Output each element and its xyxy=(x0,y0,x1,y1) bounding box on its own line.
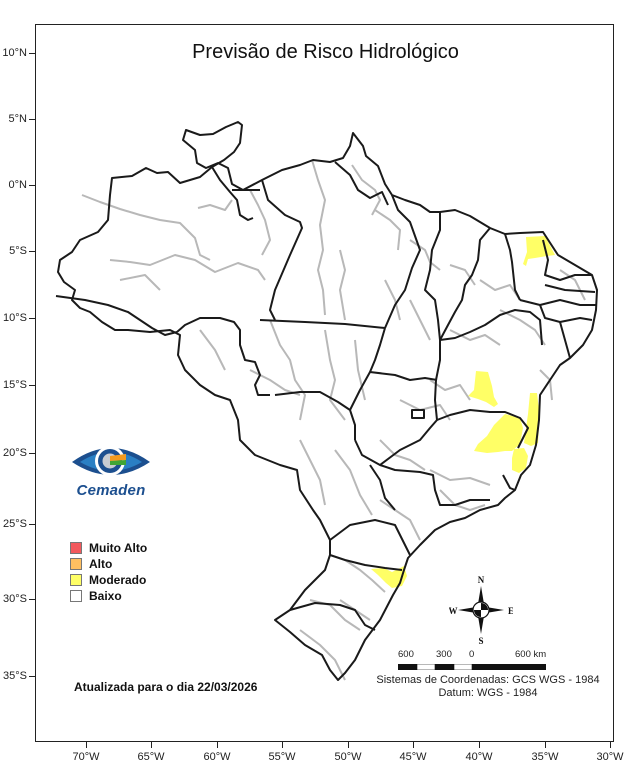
tick-mark xyxy=(29,53,35,55)
longitude-tick-label: 60°W xyxy=(203,751,231,763)
longitude-tick: 40°W xyxy=(459,742,499,768)
scale-label: 0 xyxy=(469,649,475,660)
tick-mark xyxy=(29,599,35,601)
longitude-tick-label: 70°W xyxy=(72,751,100,763)
longitude-tick: 50°W xyxy=(328,742,368,768)
risk-area-bahia-west xyxy=(468,371,498,407)
tick-mark xyxy=(150,742,152,748)
cemaden-logo xyxy=(72,446,150,476)
tick-mark xyxy=(29,318,35,320)
tick-mark xyxy=(85,742,87,748)
legend-label: Alto xyxy=(89,557,113,571)
legend-item-muito-alto: Muito Alto xyxy=(70,540,147,556)
longitude-tick-label: 35°W xyxy=(531,751,559,763)
longitude-tick: 35°W xyxy=(525,742,565,768)
basin-borders xyxy=(81,159,586,681)
scale-bar xyxy=(398,664,546,670)
latitude-tick: 30°S xyxy=(0,593,35,613)
longitude-tick-label: 40°W xyxy=(465,751,493,763)
latitude-tick: 5°N xyxy=(0,113,35,133)
legend-label: Baixo xyxy=(89,589,122,603)
compass-e: E xyxy=(508,606,513,616)
latitude-tick-label: 0°N xyxy=(8,179,27,191)
coordinate-system-note: Sistemas de Coordenadas: GCS WGS - 1984 … xyxy=(372,674,604,700)
latitude-tick-label: 30°S xyxy=(3,593,27,605)
latitude-tick: 20°S xyxy=(0,447,35,467)
longitude-tick: 30°W xyxy=(590,742,626,768)
risk-area-ceara xyxy=(523,236,555,266)
tick-mark xyxy=(29,251,35,253)
legend-swatch-moderado xyxy=(70,574,82,586)
tick-mark xyxy=(29,385,35,387)
latitude-tick-label: 20°S xyxy=(3,447,27,459)
longitude-tick-label: 45°W xyxy=(399,751,427,763)
risk-area-bahia-coast xyxy=(524,393,539,446)
compass-n: N xyxy=(478,575,485,585)
longitude-tick: 70°W xyxy=(66,742,106,768)
tick-mark xyxy=(29,119,35,121)
longitude-tick: 45°W xyxy=(393,742,433,768)
legend-item-moderado: Moderado xyxy=(70,572,147,588)
legend-swatch-alto xyxy=(70,558,82,570)
latitude-tick: 0°N xyxy=(0,179,35,199)
north-arrow-compass-icon: N S W E xyxy=(449,575,513,646)
tick-mark xyxy=(412,742,414,748)
risk-areas xyxy=(371,236,555,588)
latitude-tick: 10°S xyxy=(0,312,35,332)
map-title: Previsão de Risco Hidrológico xyxy=(192,41,459,63)
longitude-tick-label: 65°W xyxy=(137,751,165,763)
latitude-tick: 35°S xyxy=(0,670,35,690)
crs-line-1: Sistemas de Coordenadas: GCS WGS - 1984 xyxy=(376,674,600,686)
tick-mark xyxy=(544,742,546,748)
updated-date: Atualizada para o dia 22/03/2026 xyxy=(74,680,258,694)
tick-mark xyxy=(609,742,611,748)
risk-area-espirito-santo xyxy=(512,448,528,473)
scale-label: 600 km xyxy=(515,649,547,660)
tick-mark xyxy=(29,524,35,526)
latitude-tick-label: 10°S xyxy=(3,312,27,324)
legend-label: Muito Alto xyxy=(89,541,148,555)
latitude-tick: 10°N xyxy=(0,47,35,67)
tick-mark xyxy=(347,742,349,748)
legend: Muito Alto Alto Moderado Baixo xyxy=(70,540,147,604)
latitude-tick-label: 25°S xyxy=(3,518,27,530)
tick-mark xyxy=(478,742,480,748)
latitude-tick-label: 5°S xyxy=(9,245,27,257)
longitude-tick-label: 30°W xyxy=(596,751,624,763)
legend-label: Moderado xyxy=(89,573,147,587)
cemaden-logo-text: Cemaden xyxy=(76,482,146,499)
tick-mark xyxy=(216,742,218,748)
legend-item-alto: Alto xyxy=(70,556,147,572)
latitude-tick-label: 10°N xyxy=(2,47,27,59)
tick-mark xyxy=(29,453,35,455)
tick-mark xyxy=(281,742,283,748)
latitude-tick: 25°S xyxy=(0,518,35,538)
scale-label: 300 xyxy=(436,649,452,660)
longitude-tick: 65°W xyxy=(131,742,171,768)
legend-swatch-muito-alto xyxy=(70,542,82,554)
longitude-tick: 60°W xyxy=(197,742,237,768)
compass-s: S xyxy=(478,636,483,646)
longitude-tick-label: 50°W xyxy=(334,751,362,763)
latitude-tick-label: 15°S xyxy=(3,379,27,391)
risk-area-minas xyxy=(474,414,523,453)
crs-line-2: Datum: WGS - 1984 xyxy=(438,687,538,699)
latitude-tick-label: 5°N xyxy=(8,113,27,125)
longitude-tick-label: 55°W xyxy=(268,751,296,763)
latitude-tick: 15°S xyxy=(0,379,35,399)
legend-item-baixo: Baixo xyxy=(70,588,147,604)
compass-w: W xyxy=(449,606,458,616)
legend-swatch-baixo xyxy=(70,590,82,602)
latitude-tick-label: 35°S xyxy=(3,670,27,682)
risk-area-santa-catarina xyxy=(371,566,407,588)
brazil-outline xyxy=(57,121,598,681)
tick-mark xyxy=(29,185,35,187)
longitude-tick: 55°W xyxy=(262,742,302,768)
latitude-tick: 5°S xyxy=(0,245,35,265)
map-frame xyxy=(35,24,614,742)
scale-label: 600 xyxy=(398,649,414,660)
state-borders xyxy=(55,121,598,681)
tick-mark xyxy=(29,676,35,678)
